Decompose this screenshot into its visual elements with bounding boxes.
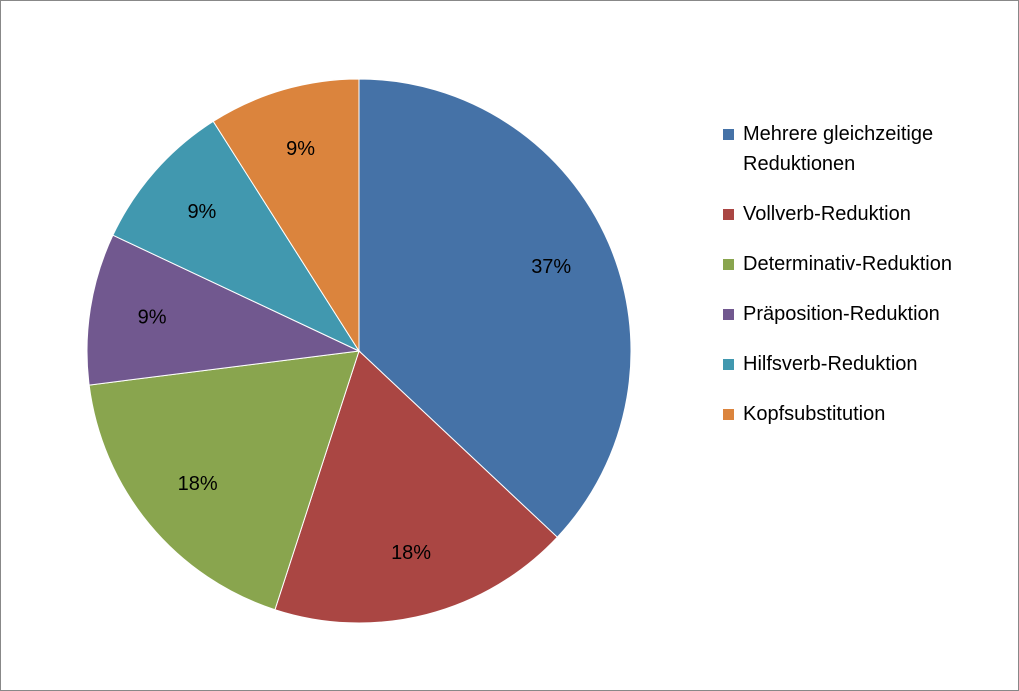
legend-item: Hilfsverb-Reduktion <box>723 349 993 379</box>
pie-slice <box>274 350 558 624</box>
pie-slice <box>112 120 361 353</box>
data-label: 37% <box>531 256 571 278</box>
data-label: 18% <box>391 542 431 564</box>
legend-swatch <box>723 209 734 220</box>
legend-label: Hilfsverb-Reduktion <box>743 353 918 375</box>
pie-slice <box>212 78 360 353</box>
legend: Mehrere gleichzeitige Reduktionen Vollver… <box>723 119 993 449</box>
legend-item: Mehrere gleichzeitige Reduktionen <box>723 119 993 179</box>
legend-label: Kopfsubstitution <box>743 403 886 425</box>
data-label: 9% <box>187 201 216 223</box>
legend-label: Vollverb-Reduktion <box>743 203 911 225</box>
pie-slice <box>86 234 361 386</box>
legend-swatch <box>723 309 734 320</box>
legend-swatch <box>723 359 734 370</box>
legend-label: Determinativ-Reduktion <box>743 253 952 275</box>
legend-item: Präposition-Reduktion <box>723 299 993 329</box>
legend-label: Präposition-Reduktion <box>743 303 940 325</box>
pie-slice <box>88 350 360 611</box>
data-label: 18% <box>178 473 218 495</box>
legend-item: Kopfsubstitution <box>723 399 993 429</box>
legend-swatch <box>723 129 734 140</box>
legend-swatch <box>723 409 734 420</box>
data-label: 9% <box>286 138 315 160</box>
legend-item: Vollverb-Reduktion <box>723 199 993 229</box>
pie-slice <box>358 78 632 538</box>
legend-swatch <box>723 259 734 270</box>
data-label: 9% <box>138 307 167 329</box>
legend-item: Determinativ-Reduktion <box>723 249 993 279</box>
legend-label: Mehrere gleichzeitige Reduktionen <box>743 123 934 175</box>
